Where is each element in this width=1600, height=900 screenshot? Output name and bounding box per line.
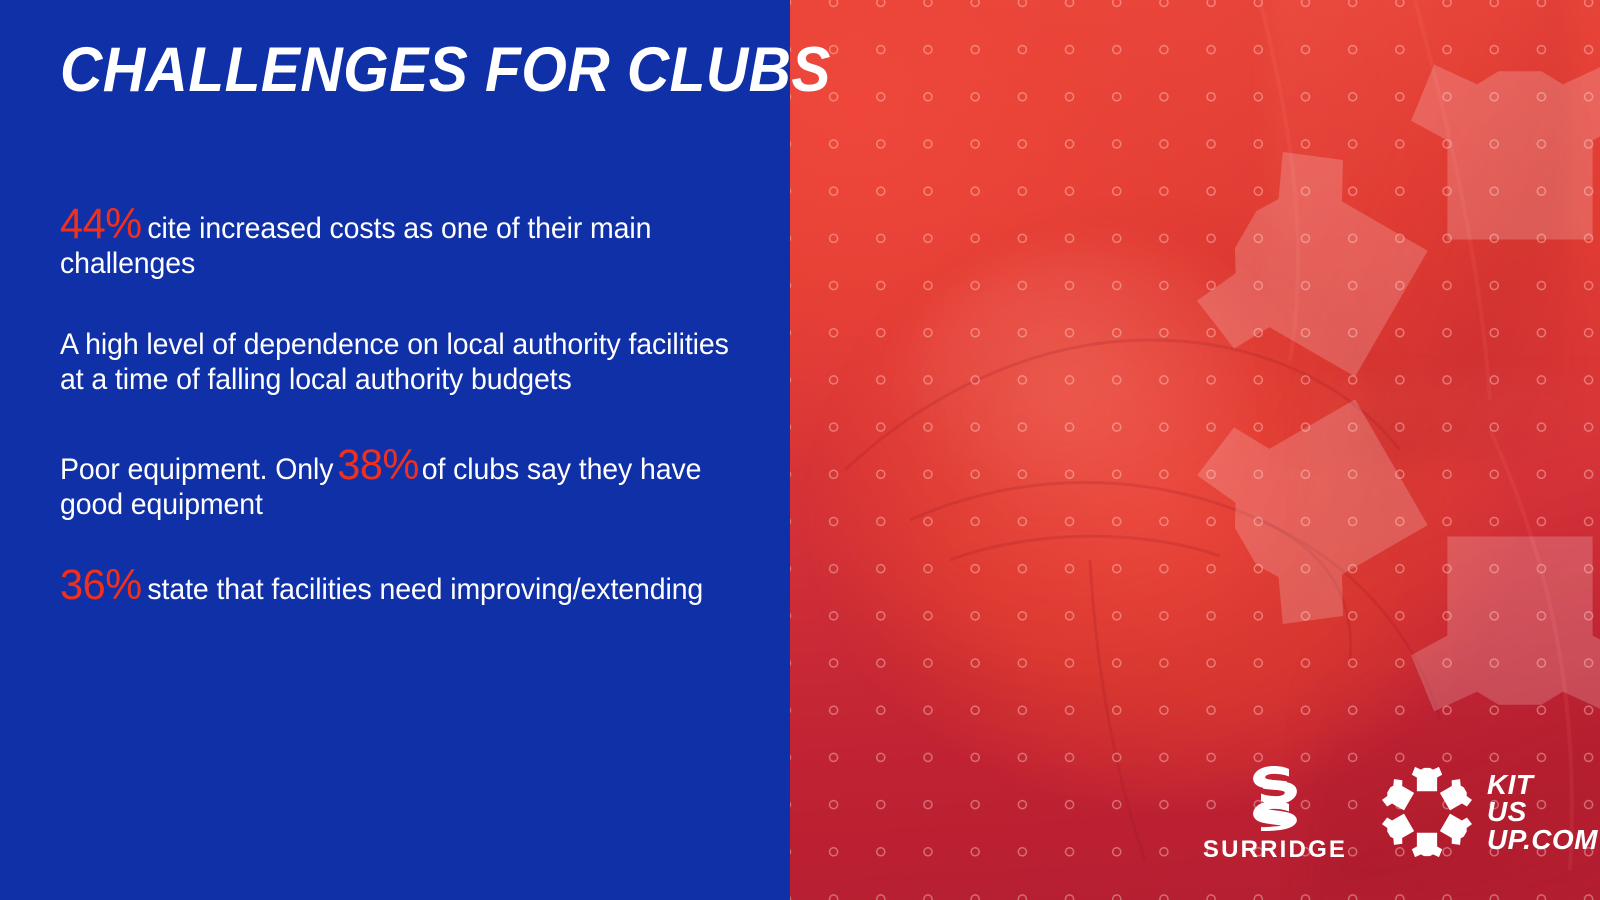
- logo-row: SURRIDGE: [1202, 752, 1598, 863]
- bullet-text-local-authority: A high level of dependence on local auth…: [60, 328, 729, 396]
- kitusup-logo: KIT US UP.COM: [1381, 766, 1598, 862]
- right-image-panel: [790, 0, 1600, 900]
- bullet-text-poor-equipment-lead: Poor equipment. Only: [60, 453, 334, 486]
- stat-44-percent: 44%: [60, 200, 142, 248]
- kitusup-line-kit: KIT: [1487, 768, 1534, 800]
- bullet-increased-costs: 44% cite increased costs as one of their …: [60, 203, 747, 281]
- bullet-local-authority-dependence: A high level of dependence on local auth…: [60, 328, 747, 397]
- bullet-poor-equipment: Poor equipment. Only38%of clubs say they…: [60, 444, 747, 522]
- bullet-list: 44% cite increased costs as one of their …: [60, 203, 772, 608]
- page-title: CHALLENGES FOR CLUBS: [60, 35, 831, 105]
- bullet-text-poor-equipment-tail: of clubs say they have good equipment: [60, 453, 702, 521]
- left-text-panel: CHALLENGES FOR CLUBS 44% cite increased c…: [0, 0, 831, 900]
- surridge-wordmark: SURRIDGE: [1202, 836, 1348, 863]
- circle-dot-grid: [790, 0, 1600, 900]
- bullet-text-increased-costs: cite increased costs as one of their mai…: [60, 212, 652, 280]
- kitusup-wordmark: KIT US UP.COM: [1487, 768, 1598, 855]
- bullet-text-facilities: state that facilities need improving/ext…: [147, 573, 704, 606]
- kitusup-shirt-circle-mark-icon: [1381, 766, 1473, 858]
- stat-38-percent: 38%: [337, 441, 419, 489]
- kitusup-line-upcom: UP.COM: [1487, 823, 1598, 855]
- surridge-double-s-mark-icon: [1244, 765, 1306, 831]
- kitusup-line-us: US: [1487, 796, 1527, 828]
- surridge-logo: SURRIDGE: [1202, 765, 1348, 863]
- stat-36-percent: 36%: [60, 561, 142, 609]
- bullet-facilities-improving: 36% state that facilities need improving/…: [60, 564, 747, 608]
